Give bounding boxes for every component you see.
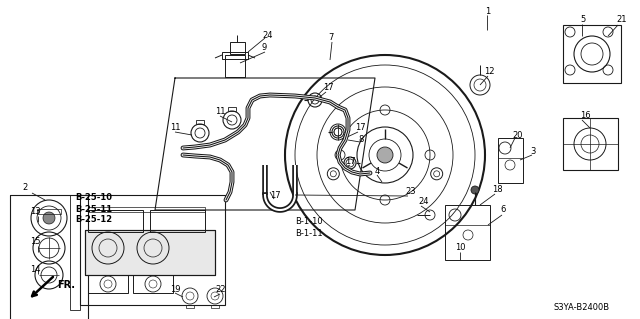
Bar xyxy=(88,210,143,232)
Text: 17: 17 xyxy=(323,84,333,93)
Bar xyxy=(88,207,205,212)
Text: B-1-11: B-1-11 xyxy=(295,229,323,239)
Text: B-25-10: B-25-10 xyxy=(75,194,112,203)
Bar xyxy=(211,305,219,308)
Circle shape xyxy=(471,186,479,194)
Bar xyxy=(445,205,490,260)
Bar xyxy=(498,138,523,183)
Text: 8: 8 xyxy=(358,136,364,145)
Text: B-25-12: B-25-12 xyxy=(75,216,112,225)
Text: 12: 12 xyxy=(484,68,495,77)
Text: 4: 4 xyxy=(375,167,380,176)
Bar xyxy=(228,107,236,111)
Bar xyxy=(85,230,215,275)
Text: 1: 1 xyxy=(485,8,490,17)
Text: 24: 24 xyxy=(418,197,429,206)
Text: 11: 11 xyxy=(215,108,225,116)
Bar xyxy=(150,210,205,232)
Text: 13: 13 xyxy=(30,207,40,217)
Text: 7: 7 xyxy=(328,33,333,42)
Text: B-1-10: B-1-10 xyxy=(295,218,323,226)
Text: 24: 24 xyxy=(262,31,273,40)
Text: 21: 21 xyxy=(616,16,627,25)
Text: 11: 11 xyxy=(170,123,180,132)
Bar xyxy=(85,230,215,275)
Text: B-25-11: B-25-11 xyxy=(75,204,112,213)
Bar xyxy=(88,275,128,293)
Text: FR.: FR. xyxy=(57,280,75,290)
Bar xyxy=(10,195,88,319)
Text: 20: 20 xyxy=(512,130,522,139)
Text: 17: 17 xyxy=(355,123,365,132)
Text: 15: 15 xyxy=(30,238,40,247)
Bar xyxy=(230,42,245,54)
Bar xyxy=(37,209,61,214)
Circle shape xyxy=(377,147,393,163)
Text: 18: 18 xyxy=(492,186,502,195)
Bar xyxy=(196,120,204,124)
Circle shape xyxy=(43,212,55,224)
Bar xyxy=(80,195,225,305)
Text: 3: 3 xyxy=(530,147,536,157)
Text: 9: 9 xyxy=(262,43,268,53)
Text: S3YA-B2400B: S3YA-B2400B xyxy=(554,302,610,311)
Text: 19: 19 xyxy=(170,286,180,294)
Bar xyxy=(563,25,621,83)
Text: 2: 2 xyxy=(22,183,28,192)
Text: 17: 17 xyxy=(345,158,356,167)
Bar xyxy=(563,118,618,170)
Text: 6: 6 xyxy=(500,205,506,214)
Bar xyxy=(133,275,173,293)
Text: 5: 5 xyxy=(580,16,585,25)
Text: 17: 17 xyxy=(270,190,280,199)
Text: 16: 16 xyxy=(580,110,591,120)
Bar xyxy=(70,195,80,310)
Text: 22: 22 xyxy=(215,286,225,294)
Text: 10: 10 xyxy=(455,243,465,253)
Bar xyxy=(186,305,194,308)
Text: 23: 23 xyxy=(405,188,415,197)
Bar xyxy=(222,52,248,59)
Bar xyxy=(225,55,245,77)
Text: 14: 14 xyxy=(30,265,40,275)
